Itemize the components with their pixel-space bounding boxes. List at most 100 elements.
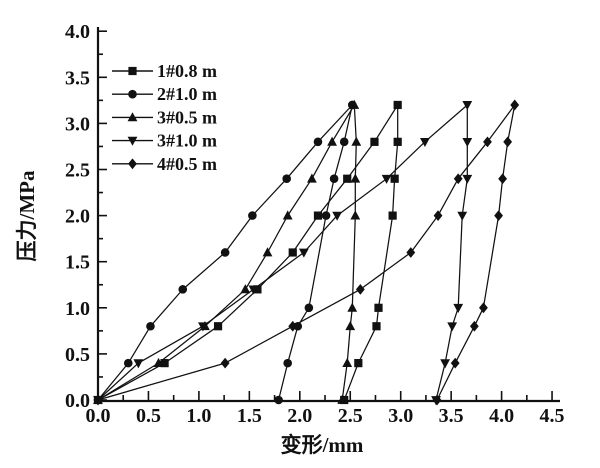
triangle-down-marker (133, 359, 144, 369)
y-tick-label: 2.0 (65, 206, 90, 228)
square-marker (372, 322, 381, 331)
y-tick-label: 3.0 (65, 113, 90, 135)
legend-label: 1#0.8 m (157, 61, 217, 81)
triangle-down-marker (457, 211, 468, 221)
triangle-down-marker (462, 174, 473, 184)
circle-marker (282, 174, 291, 184)
x-tick-label: 3.0 (388, 405, 413, 427)
diamond-marker (288, 320, 298, 332)
triangle-up-marker (345, 321, 356, 331)
y-tick-label: 3.5 (65, 67, 90, 89)
triangle-down-marker (462, 137, 473, 148)
square-marker (374, 303, 383, 312)
x-tick-label: 2.5 (338, 405, 363, 427)
circle-marker (329, 174, 339, 184)
diamond-marker (494, 210, 503, 221)
series-2#1.0m (93, 100, 357, 405)
circle-marker (313, 137, 323, 147)
legend-item-3#0.5m: 3#0.5 m (112, 107, 217, 127)
y-tick-label: 1.0 (65, 298, 90, 320)
triangle-up-marker (351, 136, 362, 146)
triangle-up-marker (327, 136, 337, 146)
circle-marker (220, 248, 230, 257)
circle-marker (274, 395, 283, 405)
square-marker (253, 285, 262, 294)
y-tick-label: 1.5 (65, 252, 90, 274)
data-series-group (93, 99, 520, 406)
circle-marker (146, 321, 155, 331)
x-axis-title: 变形/mm (281, 433, 364, 457)
square-marker (393, 137, 402, 146)
series-line (97, 104, 357, 401)
triangle-down-marker (420, 137, 430, 148)
x-tick-label: 1.0 (186, 405, 211, 427)
diamond-marker (453, 173, 463, 185)
square-marker (160, 359, 169, 368)
square-marker (388, 211, 397, 220)
triangle-up-marker (240, 284, 251, 294)
square-marker (370, 137, 379, 146)
diamond-marker (469, 320, 479, 332)
diamond-marker (498, 173, 508, 185)
series-line (97, 104, 353, 401)
triangle-down-marker (453, 303, 464, 313)
diamond-marker (479, 302, 488, 314)
triangle-down-marker (440, 359, 450, 369)
triangle-down-marker (381, 174, 392, 184)
circle-marker (178, 285, 188, 294)
square-marker (288, 248, 297, 257)
triangle-down-marker (248, 285, 259, 295)
legend-label: 3#0.5 m (157, 107, 217, 127)
x-tick-label: 4.0 (489, 405, 514, 427)
square-marker (393, 100, 402, 110)
legend-square-icon (128, 66, 137, 76)
triangle-up-marker (349, 99, 360, 109)
series-3#1.0m (93, 101, 473, 406)
legend-circle-icon (128, 89, 137, 99)
diamond-marker (355, 283, 365, 295)
triangle-down-marker (462, 101, 473, 111)
series-4#0.5m (93, 99, 520, 406)
triangle-down-marker (332, 211, 343, 221)
triangle-up-marker (347, 302, 358, 312)
diamond-marker (483, 136, 492, 148)
square-marker (390, 174, 399, 183)
triangle-up-marker (282, 210, 293, 220)
y-tick-label: 4.0 (65, 21, 90, 43)
circle-marker (339, 137, 349, 147)
legend-item-3#1.0m: 3#1.0 m (112, 131, 217, 151)
x-tick-label: 1.5 (237, 405, 262, 427)
triangle-up-marker (262, 247, 273, 257)
legend-item-2#1.0m: 2#1.0 m (112, 84, 217, 104)
y-axis-title: 压力/MPa (15, 170, 39, 261)
y-tick-label: 0.0 (65, 390, 90, 412)
x-tick-label: 4.5 (540, 405, 565, 427)
legend-diamond-icon (128, 158, 137, 170)
triangle-up-marker (337, 394, 348, 404)
triangle-up-marker (350, 173, 361, 183)
x-tick-label: 0.0 (86, 405, 111, 427)
triangle-down-marker (198, 322, 208, 332)
triangle-down-marker (298, 248, 309, 258)
legend-label: 2#1.0 m (157, 84, 217, 104)
axes: 0.0 0.5 1.0 1.5 2.0 2.5 3.0 3.5 4.0 4.5 0.0 0.5 1.0 1… (65, 21, 565, 427)
triangle-up-marker (342, 357, 353, 368)
y-tick-label: 2.5 (65, 160, 90, 182)
square-marker (213, 322, 223, 331)
diamond-marker (433, 210, 443, 221)
series-line (97, 104, 468, 401)
circle-marker (304, 303, 314, 313)
triangle-up-marker (307, 173, 317, 183)
diamond-marker (510, 99, 520, 111)
legend-triangle-up-icon (127, 112, 138, 122)
square-marker (313, 211, 323, 220)
legend-label: 4#0.5 m (157, 154, 217, 174)
diamond-marker (220, 357, 230, 369)
diamond-marker (503, 136, 513, 148)
series-line (97, 104, 516, 401)
square-marker (354, 359, 363, 368)
legend-item-4#0.5m: 4#0.5 m (112, 154, 217, 174)
legend-label: 3#1.0 m (157, 131, 217, 151)
